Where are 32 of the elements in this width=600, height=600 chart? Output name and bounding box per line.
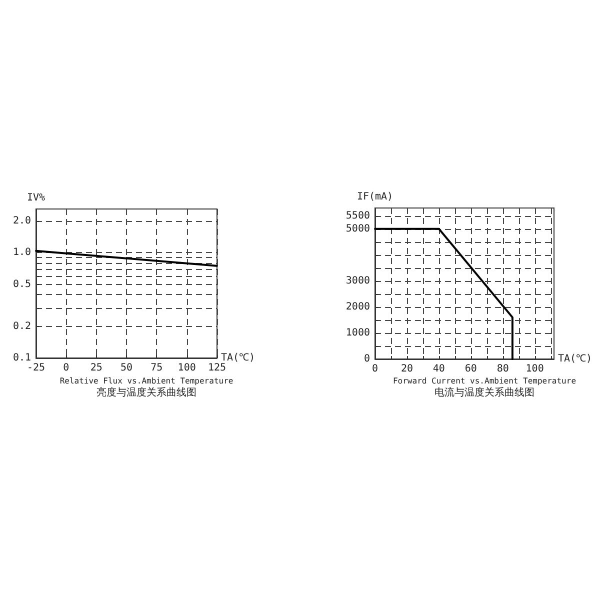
y-tick-label: 3000 bbox=[346, 275, 370, 286]
x-tick-label: 0 bbox=[372, 364, 378, 374]
x-tick-label: 0 bbox=[63, 362, 70, 374]
x-tick-label: 125 bbox=[208, 362, 226, 374]
x-axis-title: TA(℃) bbox=[221, 352, 256, 364]
x-tick-label: 80 bbox=[496, 364, 509, 374]
x-tick-label: -25 bbox=[26, 362, 46, 374]
text: Forward Current vs.Ambient Temperature bbox=[392, 376, 576, 386]
x-tick-label: 50 bbox=[120, 362, 133, 374]
y-tick-label: 0 bbox=[364, 354, 370, 364]
x-tick-label: 100 bbox=[178, 362, 196, 374]
x-tick-label: 75 bbox=[150, 362, 163, 374]
x-axis-title: TA(℃) bbox=[558, 354, 592, 364]
x-tick-label: 60 bbox=[464, 364, 477, 374]
y-tick-label: 5500 bbox=[346, 210, 370, 222]
y-tick-label: 2.0 bbox=[12, 216, 31, 226]
x-tick-label: 25 bbox=[90, 362, 102, 374]
text: 亮度与温度关系曲线图 bbox=[96, 386, 196, 398]
y-tick-label: 0.2 bbox=[12, 320, 31, 332]
y-tick-label: 0.1 bbox=[12, 352, 31, 364]
y-tick-label: 1.0 bbox=[12, 247, 31, 258]
y-tick-label: 2000 bbox=[346, 301, 370, 312]
text: Relative Flux vs.Ambient Temperature bbox=[60, 376, 234, 386]
x-tick-label: 40 bbox=[432, 364, 445, 374]
text: 电流与温度关系曲线图 bbox=[434, 386, 534, 398]
x-tick-label: 100 bbox=[526, 364, 544, 374]
y-tick-label: 1000 bbox=[346, 327, 370, 338]
y-tick-label: 5000 bbox=[346, 223, 370, 234]
y-tick-label: 0.5 bbox=[12, 278, 31, 290]
x-tick-label: 20 bbox=[400, 364, 413, 374]
y-axis-title: IV% bbox=[26, 192, 46, 204]
y-axis-title: IF(mA) bbox=[356, 192, 394, 202]
